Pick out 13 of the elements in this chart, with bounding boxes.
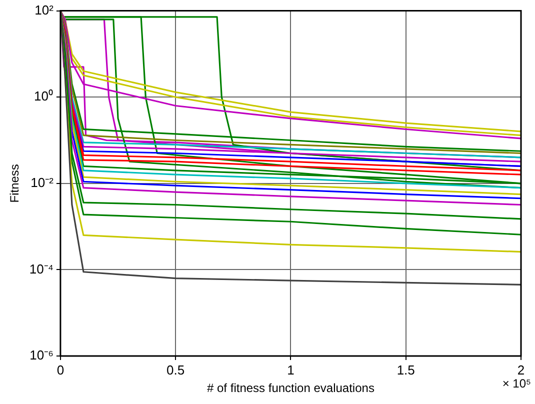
y-tick-label: 10⁰ <box>34 88 54 104</box>
y-tick-label: 10⁻² <box>30 174 54 190</box>
y-tick-label: 10⁻⁴ <box>29 261 54 276</box>
y-tick-label: 10⁻⁶ <box>30 348 54 363</box>
y-tick-label: 10² <box>34 2 54 18</box>
y-axis-title: Fitness <box>8 164 22 203</box>
x-tick-label: 0.5 <box>166 362 185 378</box>
x-tick-label: 2 <box>517 362 525 378</box>
x-axis-title: # of fitness function evaluations <box>207 381 374 396</box>
x-tick-label: 1.5 <box>396 362 415 378</box>
x-tick-label: 1 <box>287 362 294 378</box>
x-tick-label: 0 <box>56 362 64 378</box>
text: × 10⁵ <box>502 376 532 390</box>
